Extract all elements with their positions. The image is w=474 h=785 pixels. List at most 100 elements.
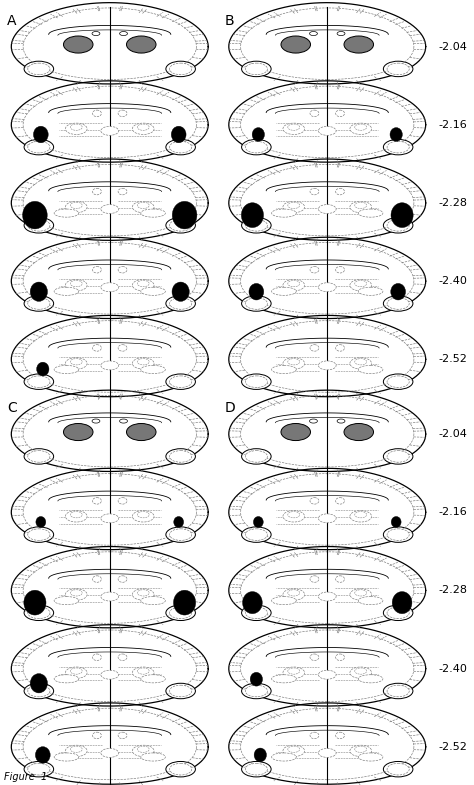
Ellipse shape: [36, 517, 46, 528]
Ellipse shape: [92, 188, 101, 195]
Ellipse shape: [24, 374, 54, 389]
Polygon shape: [11, 237, 208, 319]
Polygon shape: [11, 546, 208, 628]
Ellipse shape: [336, 266, 345, 273]
Ellipse shape: [137, 203, 149, 209]
Ellipse shape: [387, 685, 409, 697]
Ellipse shape: [242, 296, 271, 311]
Ellipse shape: [350, 279, 372, 291]
Ellipse shape: [337, 419, 345, 423]
Ellipse shape: [337, 31, 345, 35]
Ellipse shape: [141, 753, 165, 761]
Ellipse shape: [350, 358, 372, 369]
Ellipse shape: [336, 732, 345, 739]
Ellipse shape: [319, 361, 336, 370]
Ellipse shape: [358, 675, 383, 683]
Text: -2.04: -2.04: [438, 42, 467, 52]
Ellipse shape: [288, 124, 300, 130]
Ellipse shape: [310, 654, 319, 660]
Text: C: C: [7, 401, 17, 415]
Ellipse shape: [310, 345, 319, 351]
Ellipse shape: [242, 449, 271, 464]
Ellipse shape: [350, 510, 372, 522]
Ellipse shape: [54, 366, 79, 374]
Ellipse shape: [283, 667, 305, 678]
Ellipse shape: [272, 366, 296, 374]
Ellipse shape: [319, 283, 336, 292]
Polygon shape: [229, 469, 426, 550]
Text: -2.28: -2.28: [438, 198, 467, 208]
Ellipse shape: [65, 510, 87, 522]
Ellipse shape: [242, 761, 271, 777]
Ellipse shape: [254, 517, 263, 528]
Polygon shape: [229, 237, 426, 319]
Ellipse shape: [387, 298, 409, 309]
Ellipse shape: [272, 209, 296, 217]
Ellipse shape: [173, 590, 196, 615]
Ellipse shape: [170, 529, 191, 540]
Ellipse shape: [383, 140, 413, 155]
Ellipse shape: [310, 266, 319, 273]
Ellipse shape: [137, 590, 149, 596]
Ellipse shape: [166, 217, 195, 233]
Ellipse shape: [383, 296, 413, 311]
Text: A: A: [7, 14, 17, 28]
Ellipse shape: [132, 279, 154, 291]
Ellipse shape: [54, 287, 79, 295]
Ellipse shape: [172, 282, 189, 301]
Ellipse shape: [101, 283, 118, 292]
Ellipse shape: [28, 529, 50, 540]
Ellipse shape: [245, 63, 267, 75]
Polygon shape: [11, 159, 208, 240]
Ellipse shape: [36, 362, 49, 376]
Ellipse shape: [65, 358, 87, 369]
Ellipse shape: [132, 123, 154, 134]
Ellipse shape: [166, 374, 195, 389]
Ellipse shape: [166, 605, 195, 620]
Ellipse shape: [245, 451, 267, 462]
Ellipse shape: [119, 31, 128, 35]
Ellipse shape: [336, 110, 345, 117]
Ellipse shape: [118, 345, 127, 351]
Ellipse shape: [288, 280, 300, 287]
Ellipse shape: [34, 126, 48, 143]
Ellipse shape: [137, 359, 149, 365]
Ellipse shape: [242, 683, 271, 699]
Ellipse shape: [358, 209, 383, 217]
Ellipse shape: [336, 188, 345, 195]
Ellipse shape: [355, 746, 367, 752]
Ellipse shape: [70, 359, 82, 365]
Ellipse shape: [310, 576, 319, 582]
Ellipse shape: [28, 763, 50, 775]
Text: Figure  1: Figure 1: [4, 772, 47, 782]
Ellipse shape: [92, 266, 101, 273]
Ellipse shape: [170, 607, 191, 619]
Ellipse shape: [137, 746, 149, 752]
Ellipse shape: [36, 747, 50, 763]
Ellipse shape: [245, 376, 267, 388]
Ellipse shape: [355, 512, 367, 518]
Ellipse shape: [383, 374, 413, 389]
Ellipse shape: [65, 201, 87, 213]
Ellipse shape: [65, 667, 87, 678]
Ellipse shape: [170, 141, 191, 153]
Ellipse shape: [28, 607, 50, 619]
Ellipse shape: [166, 761, 195, 777]
Ellipse shape: [355, 203, 367, 209]
Ellipse shape: [319, 592, 336, 601]
Ellipse shape: [70, 280, 82, 287]
Ellipse shape: [272, 287, 296, 295]
Ellipse shape: [245, 607, 267, 619]
Ellipse shape: [391, 283, 406, 300]
Ellipse shape: [24, 449, 54, 464]
Ellipse shape: [118, 498, 127, 504]
Ellipse shape: [344, 36, 374, 53]
Ellipse shape: [65, 745, 87, 757]
Ellipse shape: [336, 345, 345, 351]
Ellipse shape: [132, 589, 154, 601]
Ellipse shape: [28, 298, 50, 309]
Ellipse shape: [170, 298, 191, 309]
Polygon shape: [11, 2, 208, 84]
Ellipse shape: [24, 683, 54, 699]
Ellipse shape: [171, 126, 186, 143]
